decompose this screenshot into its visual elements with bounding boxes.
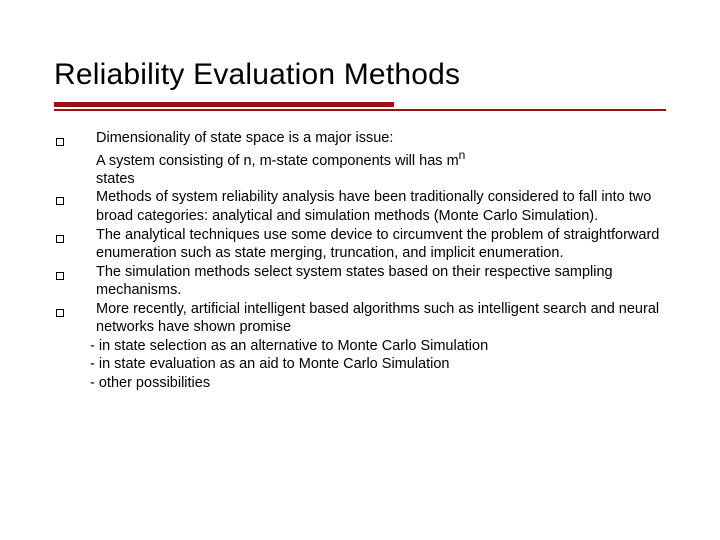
bullet-item: Methods of system reliability analysis h…	[54, 188, 666, 225]
bullet-item: Dimensionality of state space is a major…	[54, 129, 666, 188]
bullet-marker	[54, 263, 96, 286]
square-bullet-icon	[56, 309, 64, 317]
bullet-item: The analytical techniques use some devic…	[54, 226, 666, 263]
rule-thin	[54, 109, 666, 111]
bullet-line: A system consisting of n, m-state compon…	[96, 152, 459, 168]
bullet-item: More recently, artificial intelligent ba…	[54, 300, 666, 337]
slide-body: Dimensionality of state space is a major…	[54, 129, 666, 392]
bullet-text: Methods of system reliability analysis h…	[96, 188, 666, 225]
sub-line: - in state selection as an alternative t…	[90, 337, 666, 356]
square-bullet-icon	[56, 197, 64, 205]
bullet-item: The simulation methods select system sta…	[54, 263, 666, 300]
square-bullet-icon	[56, 235, 64, 243]
square-bullet-icon	[56, 138, 64, 146]
bullet-marker	[54, 300, 96, 323]
bullet-text: More recently, artificial intelligent ba…	[96, 300, 666, 337]
slide-title: Reliability Evaluation Methods	[54, 58, 666, 92]
sub-line: - in state evaluation as an aid to Monte…	[90, 355, 666, 374]
sub-lines: - in state selection as an alternative t…	[90, 337, 666, 393]
bullet-marker	[54, 129, 96, 152]
bullet-text: Dimensionality of state space is a major…	[96, 129, 666, 188]
slide: Reliability Evaluation Methods Dimension…	[0, 0, 720, 540]
square-bullet-icon	[56, 272, 64, 280]
bullet-text: The simulation methods select system sta…	[96, 263, 666, 300]
sub-line: - other possibilities	[90, 374, 666, 393]
superscript: n	[459, 148, 466, 162]
bullet-marker	[54, 226, 96, 249]
rule-thick	[54, 102, 394, 107]
bullet-line: states	[96, 171, 135, 187]
bullet-line: Dimensionality of state space is a major…	[96, 130, 393, 146]
title-underline	[54, 102, 666, 111]
bullet-text: The analytical techniques use some devic…	[96, 226, 666, 263]
bullet-marker	[54, 188, 96, 211]
